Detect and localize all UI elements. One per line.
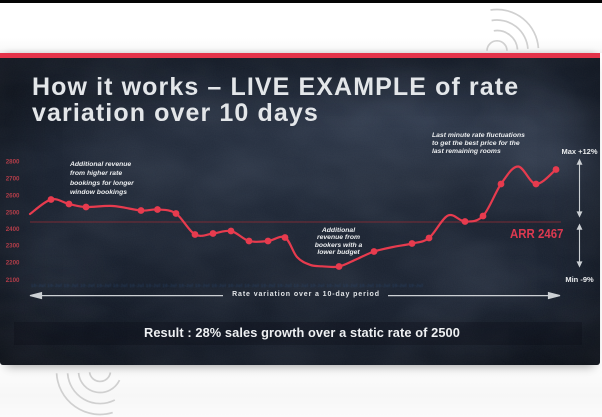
svg-text:2400: 2400 — [6, 226, 20, 233]
svg-text:2700: 2700 — [6, 176, 20, 183]
svg-text:2200: 2200 — [6, 260, 20, 267]
svg-text:2800: 2800 — [6, 159, 20, 166]
svg-text:2300: 2300 — [6, 243, 20, 250]
svg-text:2600: 2600 — [6, 193, 20, 200]
svg-text:2500: 2500 — [6, 210, 20, 217]
svg-text:2100: 2100 — [6, 277, 20, 284]
